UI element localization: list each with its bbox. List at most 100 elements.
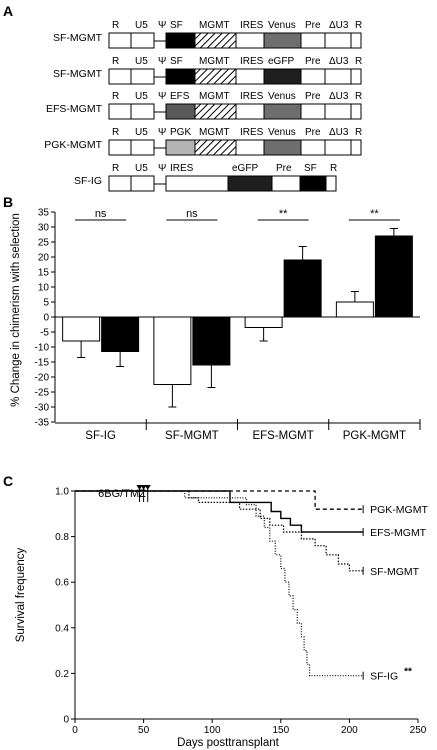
- segment-label-sf: SF: [170, 56, 183, 67]
- segment-label-egfp: eGFP: [268, 56, 294, 67]
- vector-segment: [108, 68, 132, 85]
- y-tick-label: 0: [43, 313, 49, 324]
- segment-label-r: R: [355, 91, 362, 102]
- vector-segment: [235, 103, 265, 120]
- vector-segment: [263, 139, 302, 156]
- y-tick-label: 0.8: [55, 532, 69, 543]
- segment-label-venus: Venus: [268, 91, 296, 102]
- construct-name: EFS-MGMT: [46, 103, 103, 115]
- significance-label: ns: [186, 208, 198, 220]
- y-tick-label: 0.4: [55, 623, 69, 634]
- y-tick-label: -15: [35, 358, 50, 369]
- vector-segment: [165, 32, 196, 49]
- x-tick-label: 0: [72, 725, 78, 736]
- vector-segment: [350, 139, 362, 156]
- segment-label-u5: U5: [135, 127, 148, 138]
- y-tick-label: -25: [35, 388, 50, 399]
- bar: [153, 316, 192, 385]
- segment-label-: Ψ: [158, 91, 166, 102]
- vector-segment: [324, 139, 352, 156]
- x-tick-label: SF-MGMT: [165, 430, 219, 442]
- survival-curve: [75, 490, 364, 533]
- construct-name: SF-MGMT: [53, 68, 103, 80]
- vector-segment: [194, 68, 237, 85]
- segment-label-egfp: eGFP: [232, 163, 258, 174]
- vector-segment: [108, 139, 132, 156]
- construct-name: PGK-MGMT: [44, 139, 102, 151]
- segment-label-: Ψ: [158, 127, 166, 138]
- series-label: SF-MGMT: [370, 566, 420, 578]
- treatment-arrow-head: [136, 485, 143, 490]
- x-tick-label: 250: [410, 725, 427, 736]
- panel-a-letter: A: [3, 3, 13, 19]
- vector-segment: [350, 32, 362, 49]
- segment-label-u3: ΔU3: [329, 56, 349, 67]
- vector-segment: [350, 68, 362, 85]
- vector-segment: [235, 139, 265, 156]
- segment-label-sf: SF: [170, 20, 183, 31]
- bar: [62, 316, 101, 342]
- segment-label-ires: IRES: [240, 91, 264, 102]
- segment-label-mgmt: MGMT: [199, 20, 230, 31]
- vector-segment: [235, 68, 265, 85]
- bar-chart: % Change in chimerism with selection 35 3…: [10, 208, 421, 442]
- segment-label-r: R: [330, 163, 337, 174]
- series-label: PGK-MGMT: [370, 504, 428, 516]
- significance-label: **: [279, 208, 288, 220]
- vector-segment: [300, 103, 326, 120]
- bar: [244, 316, 283, 328]
- segment-label-venus: Venus: [268, 127, 296, 138]
- segment-label-r: R: [112, 127, 119, 138]
- vector-segment: [165, 175, 229, 192]
- treatment-arrow-head: [140, 485, 147, 490]
- vector-segment: [194, 103, 237, 120]
- vector-segment: [130, 32, 155, 49]
- segment-label-ires: IRES: [170, 163, 194, 174]
- vector-segment: [300, 139, 326, 156]
- segment-label-ires: IRES: [240, 56, 264, 67]
- x-tick-label: 200: [341, 725, 358, 736]
- vector-segment: [165, 103, 196, 120]
- segment-label-u5: U5: [135, 56, 148, 67]
- segment-label-mgmt: MGMT: [199, 127, 230, 138]
- vector-segment: [235, 32, 265, 49]
- y-tick-label: 10: [38, 283, 50, 294]
- survival-y-label: Survival frequency: [15, 547, 27, 642]
- segment-label-mgmt: MGMT: [199, 91, 230, 102]
- bar: [335, 301, 374, 318]
- vector-segment: [108, 103, 132, 120]
- segment-label-: Ψ: [158, 20, 166, 31]
- segment-label-pre: Pre: [305, 20, 321, 31]
- segment-label-u3: ΔU3: [329, 20, 349, 31]
- y-tick-label: 30: [38, 223, 50, 234]
- vector-segment: [194, 139, 237, 156]
- vector-segment: [300, 68, 326, 85]
- survival-x-label: Days posttransplant: [177, 737, 279, 749]
- segment-label-u3: ΔU3: [329, 91, 349, 102]
- vector-segment: [130, 103, 155, 120]
- segment-label-efs: EFS: [170, 91, 190, 102]
- y-tick-label: 1.0: [55, 487, 69, 498]
- segment-label-pre: Pre: [305, 127, 321, 138]
- segment-label-pre: Pre: [276, 163, 292, 174]
- vector-segment: [325, 175, 337, 192]
- segment-label-: Ψ: [158, 163, 166, 174]
- segment-label-r: R: [355, 127, 362, 138]
- significance-label: **: [404, 667, 412, 678]
- segment-label-sf: SF: [304, 163, 317, 174]
- vector-segment: [108, 32, 132, 49]
- vector-maps: SF-MGMT R U5 Ψ SF MGMT IRES Venus Pre ΔU3 R SF-MGMT…: [44, 20, 362, 192]
- significance-label: ns: [95, 208, 107, 220]
- vector-segment: [300, 32, 326, 49]
- bar: [374, 235, 413, 318]
- segment-label-ires: IRES: [240, 20, 264, 31]
- series-label: SF-IG: [370, 671, 398, 683]
- vector-segment: [324, 32, 352, 49]
- y-tick-label: 0.6: [55, 578, 69, 589]
- construct-name: SF-IG: [74, 175, 102, 187]
- y-tick-label: 35: [38, 208, 50, 219]
- segment-label-pre: Pre: [305, 56, 321, 67]
- vector-segment: [130, 68, 155, 85]
- vector-segment: [165, 139, 196, 156]
